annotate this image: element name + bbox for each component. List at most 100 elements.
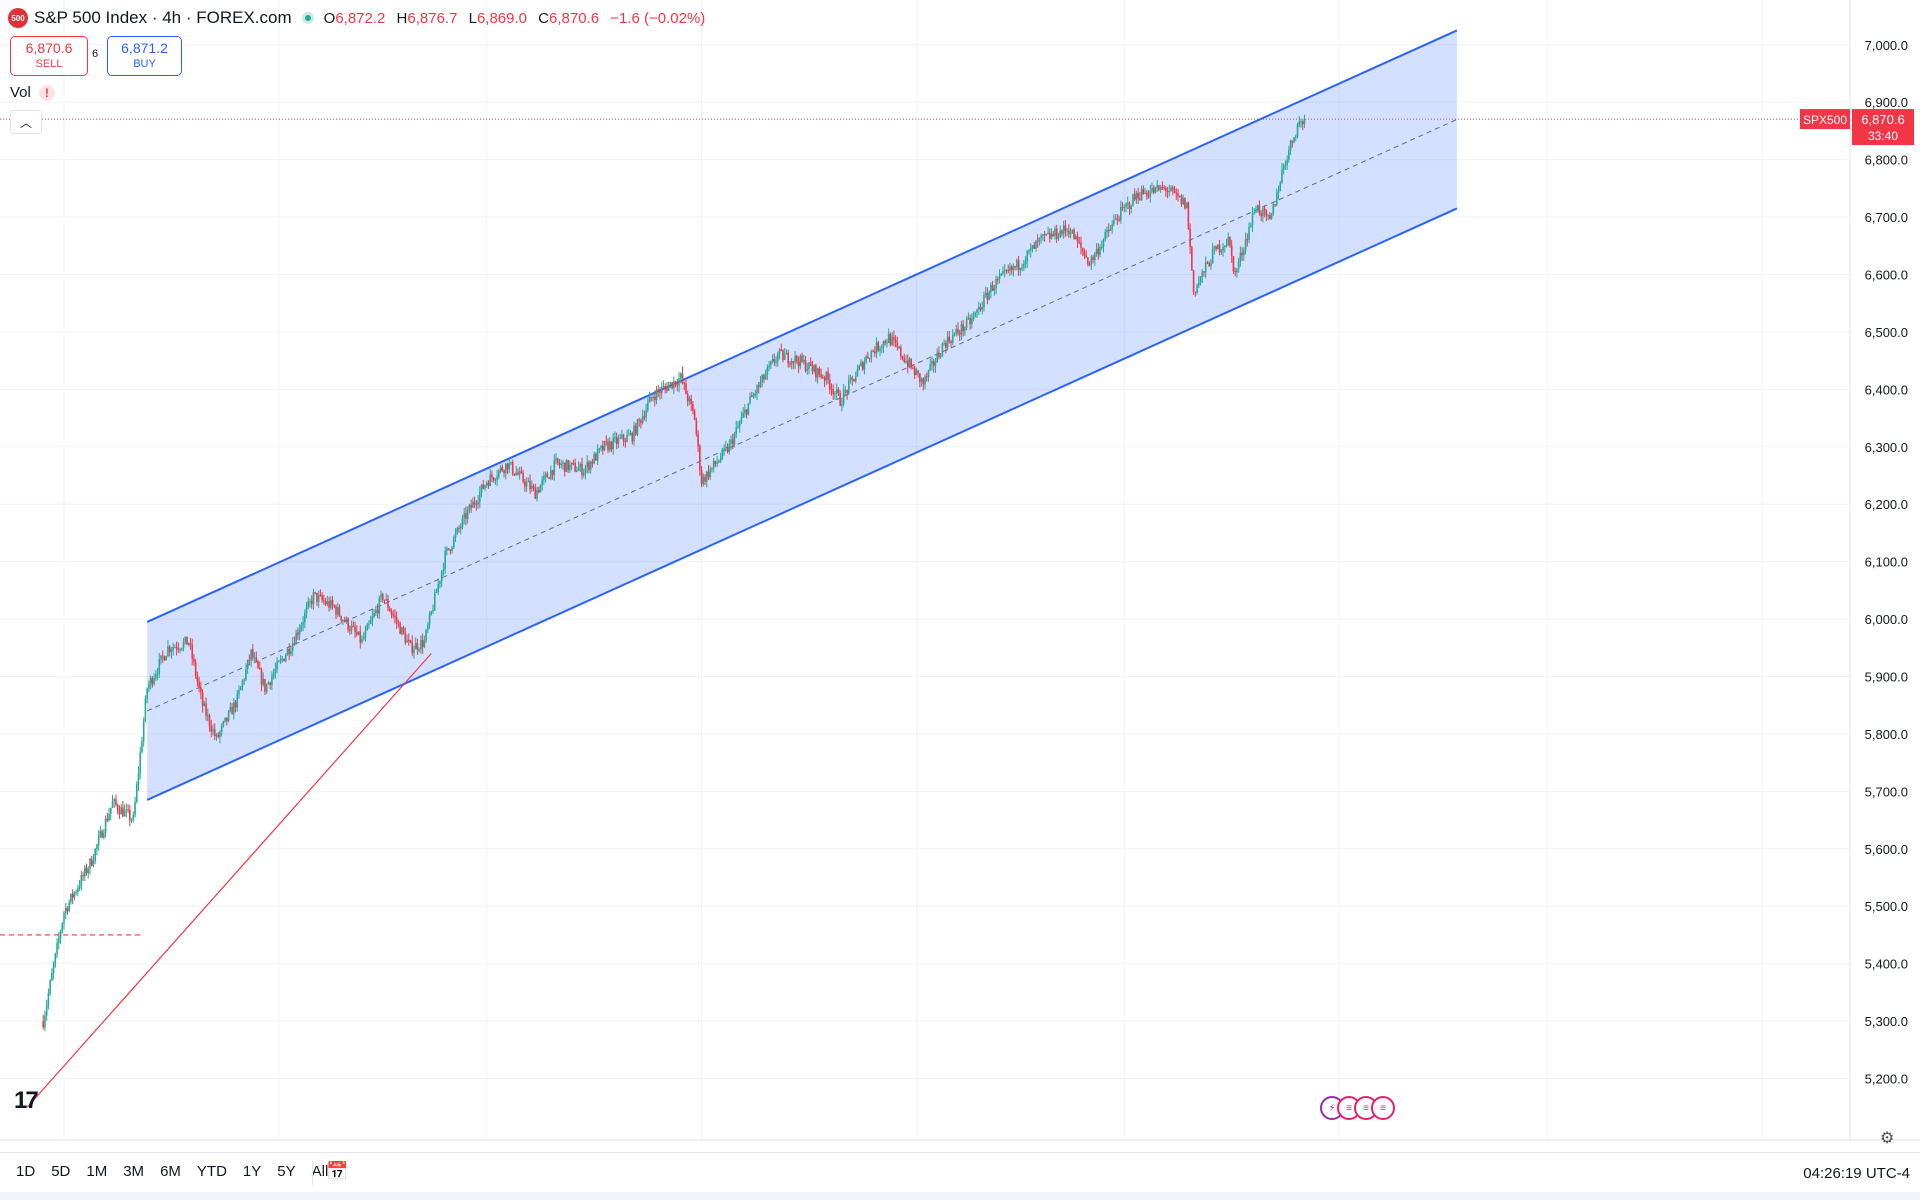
candle-body	[274, 669, 277, 674]
range-button-all[interactable]: All	[311, 1163, 329, 1180]
candle-body	[731, 439, 734, 445]
candle-body	[1178, 195, 1181, 197]
candle-body	[621, 434, 623, 438]
candle-body	[917, 370, 919, 374]
candle-body	[1296, 124, 1299, 137]
candle-body	[1265, 210, 1268, 216]
range-button-1d[interactable]: 1D	[16, 1163, 36, 1180]
candle-body	[1267, 215, 1269, 217]
range-button-5d[interactable]: 5D	[51, 1163, 71, 1180]
candle-body	[586, 461, 589, 468]
range-button-3m[interactable]: 3M	[123, 1163, 145, 1180]
candle-body	[449, 549, 452, 552]
candle-body	[939, 356, 942, 358]
candle-body	[589, 461, 592, 470]
candle-body	[383, 599, 386, 601]
candle-body	[1249, 225, 1252, 227]
candle-body	[461, 517, 464, 527]
candle-body	[591, 461, 594, 464]
candle-body	[222, 721, 225, 726]
regression-channel-fill	[147, 30, 1457, 800]
candle-body	[737, 426, 739, 428]
candle-body	[645, 410, 647, 418]
candle-body	[1064, 225, 1067, 231]
candle-body	[823, 377, 826, 381]
price-tick-label: 5,900.0	[1865, 669, 1908, 684]
range-button-1m[interactable]: 1M	[86, 1163, 108, 1180]
buy-button[interactable]: 6,871.2 BUY	[107, 36, 182, 76]
candle-body	[206, 715, 209, 717]
bottom-strip	[0, 1192, 1920, 1200]
candle-body	[747, 403, 750, 415]
economic-events[interactable]: ⚡ ≡ ≡ ≡	[1320, 1096, 1395, 1120]
candle-body	[577, 467, 580, 471]
gear-icon[interactable]: ⚙	[1880, 1130, 1895, 1147]
candle-body	[1028, 250, 1030, 252]
clock[interactable]: 04:26:19 UTC-4	[1803, 1165, 1910, 1182]
flag-icon[interactable]: ≡	[1371, 1096, 1395, 1120]
candle-body	[598, 448, 601, 450]
candle-body	[153, 678, 155, 684]
candle-body	[1239, 252, 1242, 262]
chevron-up-icon[interactable]: ︿	[10, 110, 42, 134]
candle-body	[785, 352, 788, 355]
candle-body	[582, 472, 585, 476]
range-button-ytd[interactable]: YTD	[196, 1163, 227, 1180]
range-button-5y[interactable]: 5Y	[277, 1163, 296, 1180]
candle-body	[115, 799, 117, 805]
candle-body	[1223, 246, 1226, 248]
candle-body	[605, 441, 608, 443]
candle-body	[510, 462, 512, 464]
candle-body	[56, 942, 58, 954]
candle-body	[387, 599, 389, 609]
candle-body	[404, 632, 407, 643]
candle-body	[699, 445, 701, 471]
price-tick-label: 5,600.0	[1865, 842, 1908, 857]
symbol-title[interactable]: S&P 500 Index · 4h · FOREX.com	[34, 8, 292, 27]
candle-body	[362, 637, 365, 640]
candle-body	[1253, 212, 1256, 214]
calendar-icon[interactable]: 📅	[326, 1161, 349, 1181]
candle-body	[532, 486, 535, 488]
candle-body	[492, 477, 495, 481]
candle-body	[875, 342, 878, 354]
candle-body	[1269, 215, 1271, 219]
range-button-1y[interactable]: 1Y	[242, 1163, 262, 1180]
candle-body	[338, 607, 341, 616]
symbol-badge[interactable]: 500	[8, 8, 28, 28]
candle-body	[1042, 234, 1044, 236]
candle-body	[896, 342, 899, 348]
candle-body	[581, 463, 583, 476]
candle-body	[1118, 219, 1120, 221]
candle-body	[466, 510, 469, 519]
candle-body	[903, 358, 906, 363]
bottom-toolbar: 1D 5D 1M 3M 6M YTD 1Y 5Y All 📅 04:26:19 UTC-4	[0, 1152, 1920, 1193]
candle-body	[1031, 245, 1034, 249]
candle-body	[1151, 188, 1153, 192]
candle-body	[420, 640, 422, 650]
candle-body	[915, 370, 918, 376]
candle-body	[123, 810, 126, 817]
candle-body	[269, 682, 271, 686]
warning-icon[interactable]: !	[38, 84, 55, 101]
candle-body	[1097, 248, 1100, 255]
tradingview-logo[interactable]: 17	[14, 1087, 39, 1114]
candle-body	[647, 402, 649, 411]
volume-legend[interactable]: Vol !	[10, 84, 55, 101]
sell-button[interactable]: 6,870.6 SELL	[10, 36, 88, 76]
candle-body	[94, 849, 96, 861]
candle-body	[1225, 244, 1228, 247]
range-button-6m[interactable]: 6M	[160, 1163, 181, 1180]
candle-body	[1094, 253, 1096, 261]
candle-body	[979, 307, 982, 310]
candle-body	[1010, 266, 1013, 271]
candle-body	[889, 333, 892, 345]
candle-body	[1036, 240, 1039, 242]
candle-body	[1066, 230, 1068, 232]
candle-body	[771, 358, 774, 362]
candle-body	[610, 441, 613, 450]
candle-body	[537, 490, 540, 493]
candle-body	[1076, 235, 1079, 242]
candle-body	[808, 362, 810, 370]
